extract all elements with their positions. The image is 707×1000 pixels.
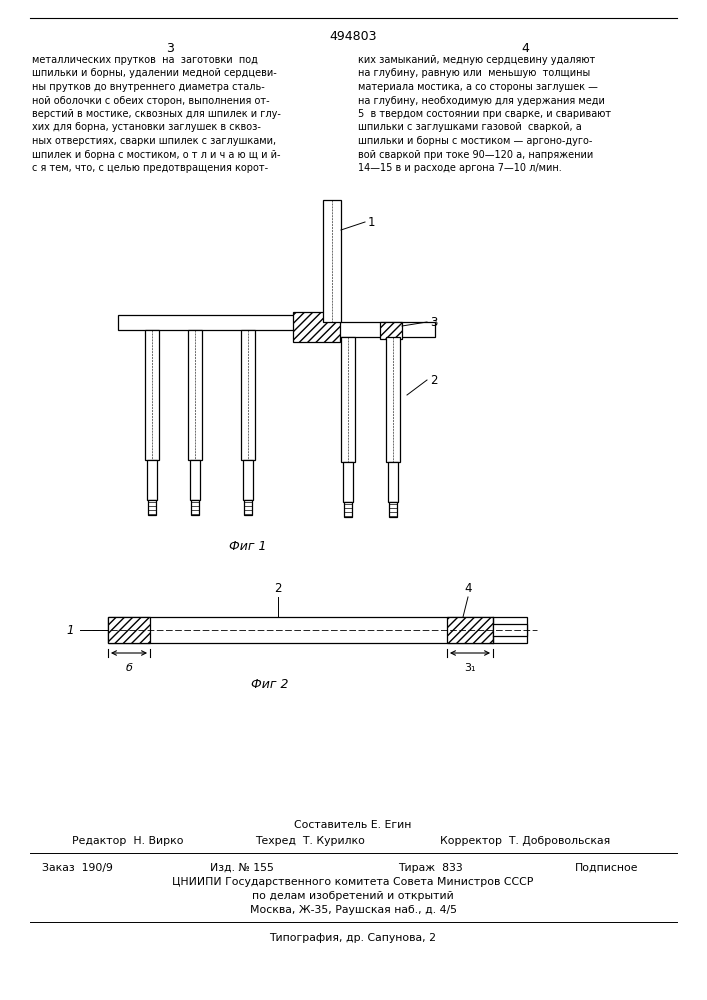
Bar xyxy=(148,500,156,515)
Bar xyxy=(389,502,397,517)
Bar xyxy=(190,460,200,500)
Bar xyxy=(343,462,353,502)
Text: Фиг 2: Фиг 2 xyxy=(251,678,288,691)
Text: 2: 2 xyxy=(430,373,438,386)
Bar xyxy=(118,315,308,330)
Bar xyxy=(493,624,527,636)
Bar xyxy=(295,322,435,337)
Text: Составитель Е. Егин: Составитель Е. Егин xyxy=(294,820,411,830)
Bar xyxy=(191,500,199,515)
Bar xyxy=(108,617,527,643)
Text: металлических прутков  на  заготовки  под: металлических прутков на заготовки под xyxy=(32,55,258,65)
Text: Типография, др. Сапунова, 2: Типография, др. Сапунова, 2 xyxy=(269,933,436,943)
Bar xyxy=(188,330,202,460)
Text: 4: 4 xyxy=(464,582,472,595)
Text: Фиг 1: Фиг 1 xyxy=(229,540,267,553)
Bar xyxy=(243,460,253,500)
Bar xyxy=(380,322,402,339)
Bar xyxy=(244,500,252,515)
Text: с я тем, что, с целью предотвращения корот-: с я тем, что, с целью предотвращения кор… xyxy=(32,163,268,173)
Text: Техред  Т. Курилко: Техред Т. Курилко xyxy=(255,836,365,846)
Text: 1: 1 xyxy=(66,624,74,637)
Text: Корректор  Т. Добровольская: Корректор Т. Добровольская xyxy=(440,836,610,846)
Text: верстий в мостике, сквозных для шпилек и глу-: верстий в мостике, сквозных для шпилек и… xyxy=(32,109,281,119)
Text: 5  в твердом состоянии при сварке, и сваривают: 5 в твердом состоянии при сварке, и свар… xyxy=(358,109,611,119)
Text: ных отверстиях, сварки шпилек с заглушками,: ных отверстиях, сварки шпилек с заглушка… xyxy=(32,136,276,146)
Bar xyxy=(388,462,398,502)
Text: ких замыканий, медную сердцевину удаляют: ких замыканий, медную сердцевину удаляют xyxy=(358,55,595,65)
Text: на глубину, равную или  меньшую  толщины: на глубину, равную или меньшую толщины xyxy=(358,68,590,79)
Text: Тираж  833: Тираж 833 xyxy=(397,863,462,873)
Bar xyxy=(341,337,355,462)
Text: 3: 3 xyxy=(430,316,438,328)
Text: ЦНИИПИ Государственного комитета Совета Министров СССР: ЦНИИПИ Государственного комитета Совета … xyxy=(173,877,534,887)
Text: материала мостика, а со стороны заглушек —: материала мостика, а со стороны заглушек… xyxy=(358,82,598,92)
Bar xyxy=(108,617,150,643)
Bar xyxy=(447,617,493,643)
Text: 3: 3 xyxy=(166,42,174,55)
Bar xyxy=(344,502,352,517)
Text: шпильки с заглушками газовой  сваркой, а: шпильки с заглушками газовой сваркой, а xyxy=(358,122,582,132)
Text: вой сваркой при токе 90—120 а, напряжении: вой сваркой при токе 90—120 а, напряжени… xyxy=(358,149,593,159)
Bar xyxy=(145,330,159,460)
Text: шпильки и борны с мостиком — аргоно-дуго-: шпильки и борны с мостиком — аргоно-дуго… xyxy=(358,136,592,146)
Text: на глубину, необходимую для удержания меди: на глубину, необходимую для удержания ме… xyxy=(358,96,605,105)
Text: Подписное: Подписное xyxy=(575,863,638,873)
Bar xyxy=(293,312,340,342)
Text: 494803: 494803 xyxy=(329,30,377,43)
Text: 2: 2 xyxy=(274,582,282,595)
Text: 1: 1 xyxy=(368,216,375,229)
Text: Изд. № 155: Изд. № 155 xyxy=(210,863,274,873)
Text: хих для борна, установки заглушек в сквоз-: хих для борна, установки заглушек в скво… xyxy=(32,122,261,132)
Text: Заказ  190/9: Заказ 190/9 xyxy=(42,863,113,873)
Text: 14—15 в и расходе аргона 7—10 л/мин.: 14—15 в и расходе аргона 7—10 л/мин. xyxy=(358,163,562,173)
Text: ной оболочки с обеих сторон, выполнения от-: ной оболочки с обеих сторон, выполнения … xyxy=(32,96,269,105)
Text: 4: 4 xyxy=(521,42,529,55)
Text: ны прутков до внутреннего диаметра сталь-: ны прутков до внутреннего диаметра сталь… xyxy=(32,82,264,92)
Bar xyxy=(323,200,341,322)
Bar xyxy=(241,330,255,460)
Text: 3₁: 3₁ xyxy=(464,663,476,673)
Text: шпилек и борна с мостиком, о т л и ч а ю щ и й-: шпилек и борна с мостиком, о т л и ч а ю… xyxy=(32,149,281,159)
Bar xyxy=(386,337,400,462)
Text: б: б xyxy=(126,663,132,673)
Text: по делам изобретений и открытий: по делам изобретений и открытий xyxy=(252,891,454,901)
Text: Москва, Ж-35, Раушская наб., д. 4/5: Москва, Ж-35, Раушская наб., д. 4/5 xyxy=(250,905,457,915)
Bar xyxy=(147,460,157,500)
Text: Редактор  Н. Вирко: Редактор Н. Вирко xyxy=(72,836,184,846)
Text: шпильки и борны, удалении медной сердцеви-: шпильки и борны, удалении медной сердцев… xyxy=(32,68,276,79)
